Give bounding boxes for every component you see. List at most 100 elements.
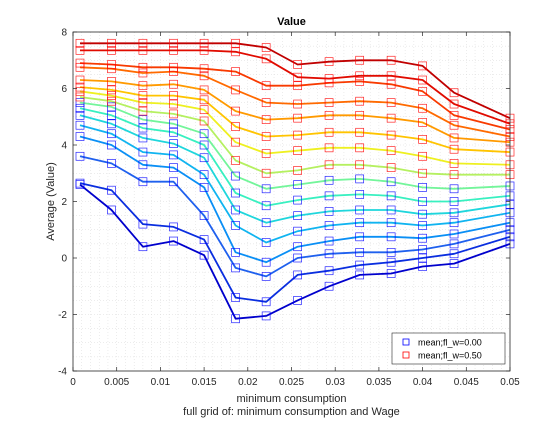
series-line-3 bbox=[79, 135, 511, 264]
data-point-marker bbox=[261, 149, 271, 158]
data-point-marker bbox=[418, 86, 427, 96]
x-axis-label: minimum consumption bbox=[236, 393, 346, 405]
data-point-marker bbox=[293, 146, 302, 155]
series-line-15 bbox=[80, 42, 511, 120]
data-point-marker bbox=[355, 127, 365, 137]
data-point-marker bbox=[231, 85, 240, 95]
data-point-marker bbox=[355, 96, 365, 106]
data-point-marker bbox=[231, 47, 240, 57]
data-point-marker bbox=[418, 75, 427, 85]
data-point-marker bbox=[169, 163, 178, 172]
series-line-6 bbox=[79, 107, 511, 207]
data-point-marker bbox=[107, 110, 116, 120]
data-point-marker bbox=[231, 221, 240, 230]
data-point-marker bbox=[138, 177, 148, 187]
data-point-marker bbox=[231, 137, 240, 147]
data-point-marker bbox=[75, 82, 85, 92]
data-point-marker bbox=[231, 122, 240, 131]
data-point-marker bbox=[169, 150, 178, 160]
data-point-marker bbox=[199, 85, 209, 95]
data-point-marker bbox=[107, 91, 116, 100]
data-point-marker bbox=[75, 58, 85, 68]
y-tick-label: 8 bbox=[61, 28, 67, 39]
series-line-12 bbox=[79, 66, 511, 138]
data-point-marker bbox=[261, 168, 271, 178]
data-point-marker bbox=[418, 245, 427, 254]
series-line-14 bbox=[80, 49, 511, 125]
data-point-marker bbox=[75, 120, 85, 130]
data-point-marker bbox=[324, 98, 334, 107]
data-point-marker bbox=[138, 38, 148, 48]
data-point-marker bbox=[231, 205, 240, 215]
series-line-8 bbox=[79, 96, 510, 176]
data-point-marker bbox=[324, 160, 334, 170]
data-point-marker bbox=[355, 270, 365, 280]
x-tick-label: 0.03 bbox=[325, 377, 345, 388]
x-tick-label: 0.035 bbox=[366, 377, 391, 388]
y-tick-label: 6 bbox=[61, 84, 67, 95]
data-point-marker bbox=[107, 205, 116, 215]
y-tick-label: 0 bbox=[61, 254, 67, 265]
data-point-marker bbox=[231, 67, 240, 76]
x-tick-label: 0.045 bbox=[454, 377, 479, 388]
data-point-marker bbox=[449, 249, 459, 259]
data-point-marker bbox=[355, 248, 365, 257]
data-point-marker bbox=[169, 109, 178, 119]
data-point-marker bbox=[355, 205, 365, 215]
data-point-marker bbox=[449, 159, 459, 168]
data-point-marker bbox=[324, 110, 334, 120]
data-point-marker bbox=[231, 188, 240, 198]
data-point-marker bbox=[169, 127, 178, 137]
data-point-marker bbox=[418, 103, 427, 113]
data-point-marker bbox=[107, 85, 116, 95]
data-point-marker bbox=[449, 218, 459, 228]
data-point-marker bbox=[138, 46, 148, 55]
data-point-marker bbox=[355, 55, 365, 65]
data-point-marker bbox=[261, 272, 271, 281]
data-point-marker bbox=[261, 257, 271, 267]
data-point-marker bbox=[231, 171, 240, 181]
data-point-marker bbox=[449, 144, 459, 154]
data-point-marker bbox=[107, 102, 116, 112]
data-point-marker bbox=[107, 60, 116, 69]
data-point-marker bbox=[261, 201, 271, 211]
series-line-13 bbox=[79, 62, 511, 131]
data-point-marker bbox=[418, 221, 427, 230]
series-line-9 bbox=[79, 90, 511, 166]
data-point-marker bbox=[107, 77, 116, 86]
data-point-marker bbox=[107, 119, 116, 129]
data-point-marker bbox=[107, 159, 116, 168]
data-point-marker bbox=[386, 177, 396, 187]
data-point-marker bbox=[386, 55, 396, 65]
data-point-marker bbox=[449, 197, 459, 206]
data-point-marker bbox=[449, 110, 459, 120]
data-point-marker bbox=[138, 123, 148, 133]
data-point-marker bbox=[199, 64, 209, 74]
data-point-marker bbox=[418, 168, 427, 178]
data-point-marker bbox=[138, 160, 148, 170]
data-point-marker bbox=[293, 242, 302, 252]
data-point-marker bbox=[386, 98, 396, 107]
x-tick-label: 0.02 bbox=[238, 377, 258, 388]
data-point-marker bbox=[449, 88, 459, 98]
data-point-marker bbox=[169, 139, 178, 148]
y-tick-label: 2 bbox=[61, 197, 67, 208]
data-point-marker bbox=[138, 147, 148, 157]
data-point-marker bbox=[231, 248, 240, 257]
data-point-marker bbox=[418, 183, 427, 192]
data-point-marker bbox=[261, 218, 271, 228]
data-point-marker bbox=[75, 98, 85, 107]
data-point-marker bbox=[231, 106, 240, 116]
data-point-marker bbox=[418, 197, 427, 206]
data-point-marker bbox=[355, 190, 365, 199]
data-point-marker bbox=[169, 91, 178, 100]
legend-box bbox=[391, 332, 506, 365]
series-line-4 bbox=[79, 124, 511, 244]
legend: mean;fl_w=0.00 mean;fl_w=0.50 bbox=[391, 332, 506, 365]
data-point-marker bbox=[231, 263, 240, 273]
data-point-marker bbox=[75, 75, 85, 85]
data-point-marker bbox=[324, 249, 334, 259]
series-line-1 bbox=[79, 182, 511, 303]
